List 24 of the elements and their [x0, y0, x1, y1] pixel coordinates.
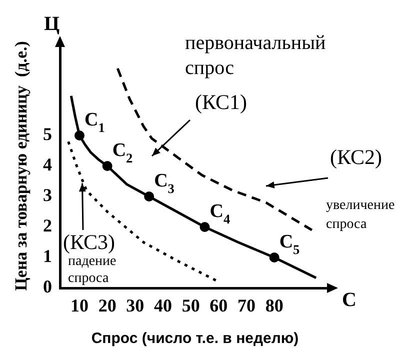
annotation: (КС2) [330, 145, 382, 169]
x-tick-label: 40 [154, 295, 172, 316]
x-tick-label: 30 [126, 295, 144, 316]
annotation: (КС1) [195, 90, 247, 114]
annotation: увеличение спроса [326, 198, 395, 232]
annotation: падение спроса [68, 254, 116, 286]
x-tick-label: 60 [210, 295, 228, 316]
x-tick-label: 10 [70, 295, 88, 316]
annotation: (КС3) [63, 230, 115, 254]
x-axis-title: Спрос (число т.е. в неделю) [91, 330, 299, 348]
text: Ц [44, 13, 60, 35]
x-tick-label: 50 [182, 295, 200, 316]
y-tick-label: 4 [43, 154, 52, 175]
y-tick-label: 1 [43, 246, 52, 266]
y-axis-title: Цена за товарную единицу (д.е.) [12, 41, 31, 291]
x-tick-label: 80 [265, 295, 284, 316]
x-tick-label: 20 [98, 295, 116, 316]
text: С [342, 289, 356, 311]
y-tick-label: 2 [43, 216, 52, 236]
y-tick-label: 0 [43, 276, 52, 297]
y-tick-label: 3 [43, 185, 52, 206]
y-tick-label: 5 [43, 124, 52, 144]
annotation: первоначальный спрос [185, 32, 326, 79]
x-tick-label: 70 [237, 295, 256, 316]
